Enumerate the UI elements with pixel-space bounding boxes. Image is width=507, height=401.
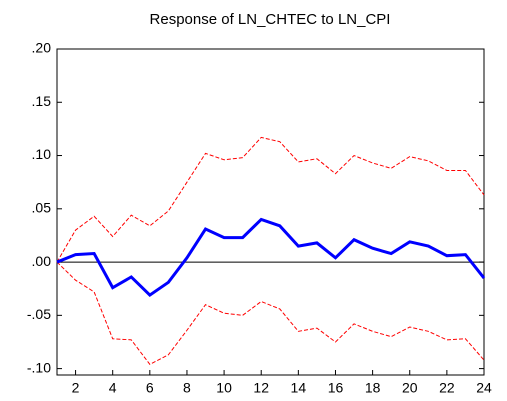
x-tick-label: 6 [146, 380, 154, 396]
x-tick-label: 4 [109, 380, 117, 396]
x-tick-label: 10 [216, 380, 232, 396]
x-tick-label: 18 [365, 380, 381, 396]
y-tick-label: -.05 [27, 306, 51, 322]
x-tick-label: 2 [72, 380, 80, 396]
series-line [56, 136, 485, 263]
x-tick-label: 16 [328, 380, 344, 396]
y-tick-label: .10 [32, 146, 52, 162]
y-tick-label: .05 [32, 200, 52, 216]
x-tick-label: 24 [476, 380, 492, 396]
x-tick-label: 14 [291, 380, 307, 396]
x-tick-label: 12 [253, 380, 269, 396]
y-tick-label: .20 [32, 40, 52, 56]
x-tick-label: 22 [439, 380, 455, 396]
plot-frame [56, 48, 485, 376]
series-line [56, 217, 486, 298]
x-tick-label: 8 [183, 380, 191, 396]
series-line [56, 261, 485, 365]
chart-title: Response of LN_CHTEC to LN_CPI [150, 11, 391, 28]
y-tick-label: -.10 [27, 359, 51, 375]
y-tick-label: .00 [32, 253, 52, 269]
y-tick-label: .15 [32, 93, 52, 109]
x-tick-label: 20 [402, 380, 418, 396]
